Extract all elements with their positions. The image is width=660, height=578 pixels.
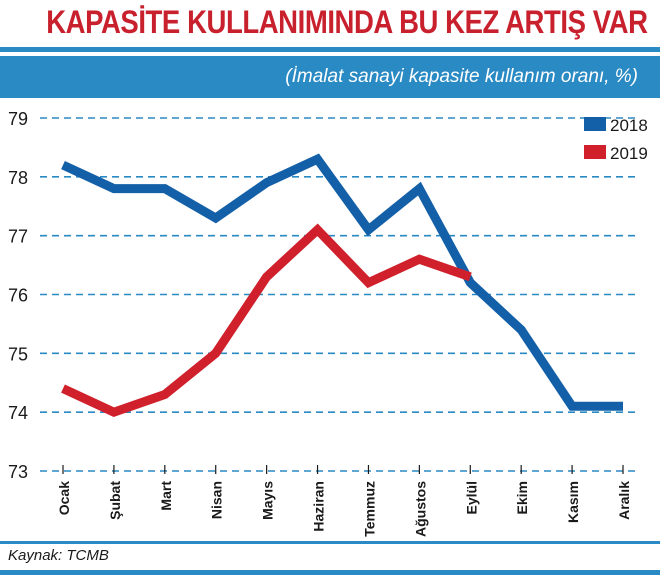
line-chart: 73 74 75 76 77 78 79 Ocak Şubat Mart Nisan Mayıs Haz… (0, 98, 660, 540)
legend-label-2018: 2018 (610, 116, 648, 135)
x-tick-label: Ağustos (412, 481, 428, 537)
x-tick-label: Eylül (463, 481, 479, 514)
x-tick-label: Temmuz (361, 481, 377, 537)
y-tick-label: 75 (8, 344, 28, 364)
x-tick-label: Kasım (565, 481, 581, 523)
y-tick-label: 76 (8, 286, 28, 306)
x-tick-label: Nisan (209, 481, 225, 519)
y-tick-label: 77 (8, 227, 28, 247)
x-tick-label: Mayıs (260, 481, 276, 520)
legend-label-2019: 2019 (610, 144, 648, 163)
x-tick-label: Mart (158, 481, 174, 511)
y-tick-label: 73 (8, 462, 28, 482)
footer-rule (0, 541, 660, 544)
y-tick-label: 78 (8, 168, 28, 188)
y-tick-label: 79 (8, 109, 28, 129)
x-tick-label: Ekim (514, 481, 530, 514)
subtitle-band (0, 56, 660, 98)
chart-subtitle: (İmalat sanayi kapasite kullanım oranı, … (285, 66, 638, 87)
series-line-2019 (61, 223, 472, 418)
legend-swatch-2018 (584, 117, 606, 131)
legend-swatch-2019 (584, 145, 606, 159)
x-tick-label: Şubat (107, 481, 123, 520)
y-tick-label: 74 (8, 403, 28, 423)
x-tick-label: Ocak (56, 481, 72, 515)
x-tick-label: Haziran (311, 481, 327, 532)
series-line-2018 (61, 153, 623, 411)
x-tick-label: Aralık (616, 481, 632, 520)
chart-title: KAPASİTE KULLANIMINDA BU KEZ ARTIŞ VAR (46, 4, 648, 40)
source-note: Kaynak: TCMB (8, 547, 109, 564)
title-rule (0, 47, 660, 52)
bottom-rule (0, 570, 660, 575)
